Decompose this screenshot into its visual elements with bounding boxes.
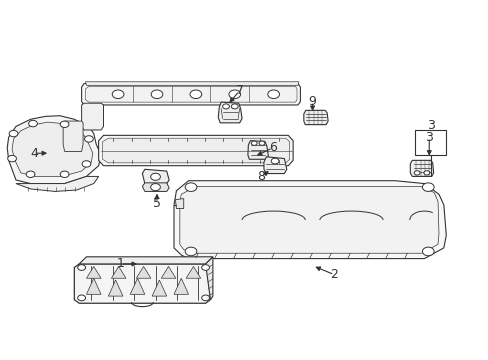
Polygon shape [86,266,101,278]
Circle shape [9,130,18,137]
Circle shape [413,171,419,175]
Polygon shape [161,266,176,278]
Polygon shape [111,266,126,278]
Circle shape [259,141,264,145]
Polygon shape [108,280,122,296]
Polygon shape [142,183,169,192]
Circle shape [423,171,429,175]
Circle shape [26,171,35,177]
Circle shape [8,156,17,162]
Bar [414,130,446,155]
Polygon shape [152,280,166,296]
Polygon shape [142,169,169,184]
Polygon shape [264,157,286,174]
Polygon shape [409,160,433,176]
Circle shape [60,121,69,127]
Text: 9: 9 [308,95,316,108]
Polygon shape [16,176,99,192]
Circle shape [185,247,197,256]
Circle shape [151,90,163,99]
Circle shape [231,104,238,109]
Polygon shape [174,278,188,294]
Circle shape [185,183,197,192]
Polygon shape [81,84,300,105]
Polygon shape [186,266,201,278]
Text: 4: 4 [30,147,39,160]
Polygon shape [205,257,212,300]
Text: 5: 5 [153,197,161,210]
Circle shape [29,120,37,127]
Polygon shape [79,257,212,264]
Polygon shape [74,264,210,303]
Circle shape [190,90,201,99]
Polygon shape [85,86,296,102]
Polygon shape [81,103,103,130]
Circle shape [84,136,93,142]
Text: 1: 1 [116,257,124,270]
Circle shape [271,158,279,164]
Circle shape [422,183,433,192]
Circle shape [78,265,85,270]
Circle shape [251,141,257,145]
Polygon shape [99,135,292,166]
Polygon shape [7,116,101,184]
Circle shape [78,295,85,301]
Polygon shape [102,138,289,163]
Circle shape [60,171,69,177]
Circle shape [222,104,229,109]
Circle shape [150,184,160,191]
Text: 8: 8 [257,170,265,183]
Circle shape [422,247,433,256]
Polygon shape [247,141,268,159]
Polygon shape [85,82,298,85]
Circle shape [112,90,123,99]
Polygon shape [63,121,83,152]
Circle shape [228,90,240,99]
Polygon shape [86,278,101,294]
Polygon shape [218,102,242,123]
Polygon shape [130,278,144,294]
Polygon shape [175,199,183,208]
Polygon shape [180,186,438,253]
Circle shape [201,265,209,270]
Text: 7: 7 [235,84,243,97]
Circle shape [82,161,91,167]
Text: 3: 3 [426,119,434,132]
Polygon shape [12,122,93,176]
Circle shape [150,173,160,180]
Polygon shape [136,266,151,278]
Text: 3: 3 [425,131,432,144]
Polygon shape [303,111,327,125]
Circle shape [267,90,279,99]
Text: 6: 6 [268,141,276,154]
Text: 2: 2 [330,268,338,281]
Circle shape [201,295,209,301]
Polygon shape [174,181,446,258]
